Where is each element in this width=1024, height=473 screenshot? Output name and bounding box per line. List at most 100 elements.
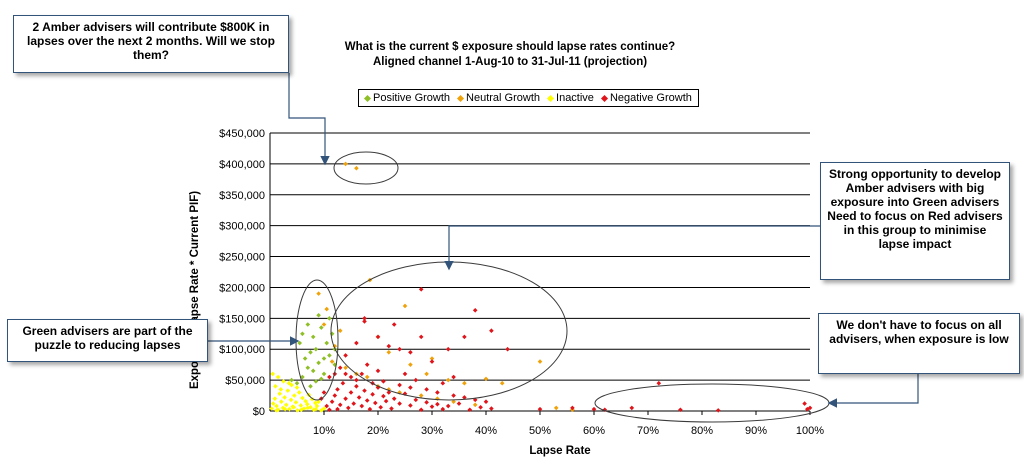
- data-point-1: [354, 165, 359, 171]
- data-point-3: [364, 362, 370, 367]
- data-point-1: [324, 306, 329, 312]
- data-point-3: [451, 374, 456, 380]
- data-point-3: [424, 387, 429, 392]
- data-point-1: [435, 396, 440, 401]
- data-point-0: [329, 331, 335, 337]
- data-point-3: [435, 390, 440, 395]
- data-point-1: [499, 380, 505, 386]
- data-point-2: [304, 401, 310, 407]
- data-point-3: [351, 401, 356, 406]
- data-point-2: [283, 402, 289, 408]
- data-point-1: [364, 374, 370, 380]
- data-point-3: [346, 405, 351, 411]
- data-point-2: [313, 406, 319, 412]
- data-point-3: [629, 405, 635, 411]
- data-point-0: [324, 340, 329, 346]
- data-point-2: [269, 406, 274, 411]
- data-point-3: [356, 395, 362, 400]
- data-point-3: [359, 371, 365, 377]
- data-point-1: [343, 365, 348, 371]
- data-point-3: [472, 397, 478, 403]
- data-point-3: [375, 334, 381, 340]
- data-point-2: [280, 405, 286, 411]
- data-point-1: [451, 399, 456, 405]
- data-point-2: [313, 400, 318, 406]
- y-tick-label: $250,000: [219, 252, 265, 264]
- x-tick-label: 50%: [529, 425, 551, 437]
- data-point-3: [418, 286, 424, 292]
- data-point-2: [299, 407, 304, 413]
- data-point-3: [389, 406, 394, 411]
- data-point-1: [397, 390, 402, 395]
- data-point-3: [451, 393, 456, 398]
- chart-title: What is the current $ exposure should la…: [300, 40, 720, 70]
- gridlines: [270, 132, 810, 381]
- data-point-0: [300, 374, 305, 380]
- data-point-1: [424, 371, 429, 377]
- data-point-3: [807, 405, 813, 411]
- data-point-3: [321, 390, 327, 395]
- data-point-3: [591, 406, 597, 412]
- data-point-1: [402, 303, 408, 309]
- y-tick-label: $200,000: [219, 282, 265, 294]
- data-point-3: [327, 374, 332, 380]
- data-point-2: [286, 380, 292, 386]
- legend-item-positive: Positive Growth: [363, 92, 451, 104]
- data-point-3: [505, 346, 510, 352]
- data-point-3: [397, 401, 402, 406]
- x-tick-label: 100%: [796, 425, 824, 437]
- data-point-3: [343, 396, 348, 401]
- legend-marker-positive: [363, 94, 372, 102]
- legend-label-positive: Positive Growth: [373, 92, 451, 104]
- legend-marker-negative: [600, 94, 608, 102]
- legend: Positive Growth Neutral Growth Inactive …: [358, 89, 699, 107]
- data-point-1: [316, 291, 321, 296]
- data-point-3: [354, 383, 359, 389]
- data-point-3: [408, 403, 413, 408]
- data-point-3: [462, 395, 467, 400]
- connector-arrow: [827, 374, 919, 408]
- data-point-2: [291, 404, 297, 410]
- data-point-1: [462, 380, 467, 386]
- data-point-2: [298, 403, 304, 408]
- data-point-2: [274, 403, 279, 409]
- y-tick-label: $150,000: [219, 313, 265, 325]
- data-point-3: [354, 340, 359, 346]
- highlight-ellipse: [594, 383, 830, 423]
- data-point-1: [321, 322, 327, 327]
- data-point-0: [294, 380, 300, 386]
- legend-item-inactive: Inactive: [546, 92, 594, 104]
- data-point-2: [295, 408, 300, 413]
- x-tick-label: 70%: [637, 425, 659, 437]
- data-point-3: [424, 400, 429, 405]
- legend-item-neutral: Neutral Growth: [456, 92, 540, 104]
- data-point-3: [537, 406, 543, 412]
- legend-label-inactive: Inactive: [556, 92, 594, 104]
- data-point-2: [292, 393, 297, 398]
- data-point-3: [386, 343, 392, 349]
- data-point-3: [373, 400, 378, 406]
- highlight-ellipse: [333, 151, 399, 185]
- data-point-3: [337, 402, 343, 408]
- data-point-1: [418, 393, 424, 398]
- data-point-2: [285, 388, 291, 393]
- data-point-2: [282, 406, 288, 412]
- x-tick-label: 20%: [367, 425, 389, 437]
- data-point-2: [314, 403, 320, 409]
- data-point-3: [429, 359, 435, 364]
- data-point-0: [327, 353, 332, 358]
- callout-right-bottom: We don't have to focus on all advisers, …: [818, 313, 1020, 374]
- data-point-0: [321, 356, 327, 361]
- data-point-3: [402, 371, 408, 377]
- subtitle-line: Aligned channel 1-Aug-10 to 31-Jul-11 (p…: [372, 56, 648, 68]
- data-point-3: [715, 408, 721, 413]
- data-point-0: [327, 316, 332, 321]
- data-point-0: [308, 383, 313, 389]
- y-tick-label: $350,000: [219, 190, 265, 202]
- data-point-0: [321, 371, 327, 377]
- connector-arrow: [288, 73, 330, 166]
- data-point-2: [296, 390, 302, 395]
- data-point-2: [270, 371, 275, 377]
- data-point-3: [337, 365, 343, 371]
